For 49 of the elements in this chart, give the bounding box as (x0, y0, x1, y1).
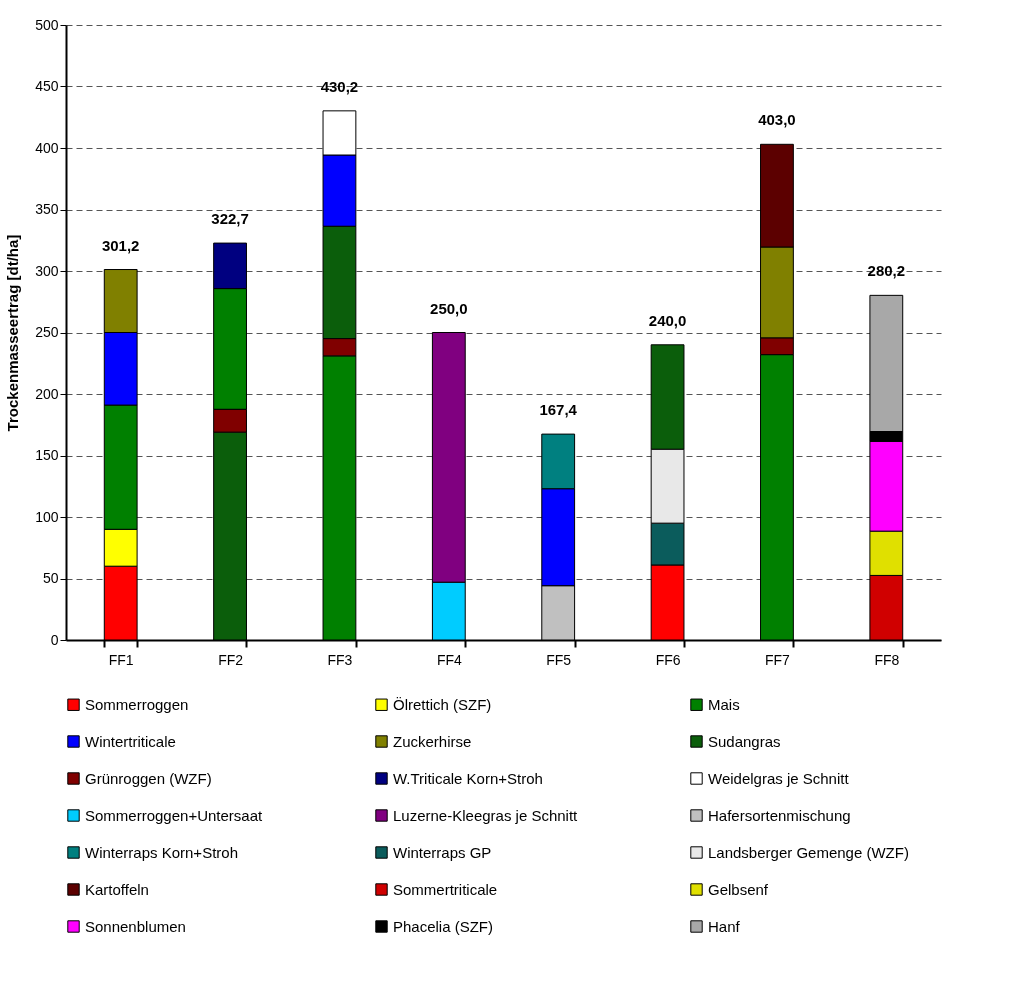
legend-label: Luzerne-Kleegras je Schnitt (393, 806, 579, 824)
annotation: 403,0 (758, 111, 796, 129)
legend-label: Phacelia (SZF) (393, 917, 494, 935)
x-tick-label: FF6 (655, 651, 681, 668)
y-tick-label: 50 (42, 570, 59, 586)
legend-label: Gelbsenf (708, 880, 769, 898)
annotation: 280,2 (867, 262, 906, 280)
x-tick-label: FF5 (546, 651, 572, 668)
annotation: 167,4 (539, 401, 578, 419)
legend-label: Mais (708, 695, 740, 713)
x-tick-label: FF4 (436, 651, 462, 668)
legend-label: Sommerroggen (85, 695, 189, 713)
legend-label: Winterraps GP (393, 843, 492, 861)
annotation: 240,0 (648, 311, 687, 329)
legend-label: Zuckerhirse (393, 732, 472, 750)
legend-label: W.Triticale Korn+Stroh (393, 769, 543, 787)
x-tick-label: FF7 (764, 651, 791, 668)
y-tick-label: 0 (50, 631, 59, 648)
y-tick-label: 450 (35, 78, 59, 94)
x-tick-label: FF2 (218, 651, 244, 668)
legend-label: Wintertriticale (85, 732, 176, 750)
legend-label: Landsberger Gemenge (WZF) (708, 843, 909, 861)
legend-label: Sommertriticale (393, 880, 498, 898)
x-tick-label: FF8 (874, 651, 900, 668)
y-tick-label: 200 (35, 385, 59, 402)
annotation: 250,0 (430, 299, 468, 317)
y-tick-label: 400 (35, 139, 59, 156)
legend-label: Winterraps Korn+Stroh (85, 843, 238, 861)
y-axis-title: Trockenmasseertrag [dt/ha] (4, 234, 22, 432)
annotation: 430,2 (320, 77, 359, 95)
legend-label: Ölrettich (SZF) (393, 695, 492, 713)
y-tick-label: 250 (35, 324, 59, 340)
annotation: 301,2 (101, 236, 140, 254)
y-tick-label: 500 (35, 16, 59, 33)
y-tick-label: 100 (35, 508, 59, 525)
legend-label: Weidelgras je Schnitt (708, 769, 850, 787)
legend-label: Sommerroggen+Untersaat (85, 806, 264, 824)
legend-label: Hanf (708, 917, 741, 935)
legend-label: Kartoffeln (85, 880, 149, 898)
legend-label: Grünroggen (WZF) (85, 769, 212, 787)
legend-label: Sonnenblumen (85, 917, 186, 935)
y-tick-label: 150 (35, 447, 59, 463)
y-tick-label: 300 (35, 262, 59, 279)
x-tick-label: FF3 (327, 651, 353, 668)
y-tick-label: 350 (35, 201, 59, 217)
legend-label: Hafersortenmischung (708, 806, 851, 824)
legend-label: Sudangras (708, 732, 781, 750)
annotation: 322,7 (211, 210, 249, 228)
x-tick-label: FF1 (108, 651, 134, 668)
